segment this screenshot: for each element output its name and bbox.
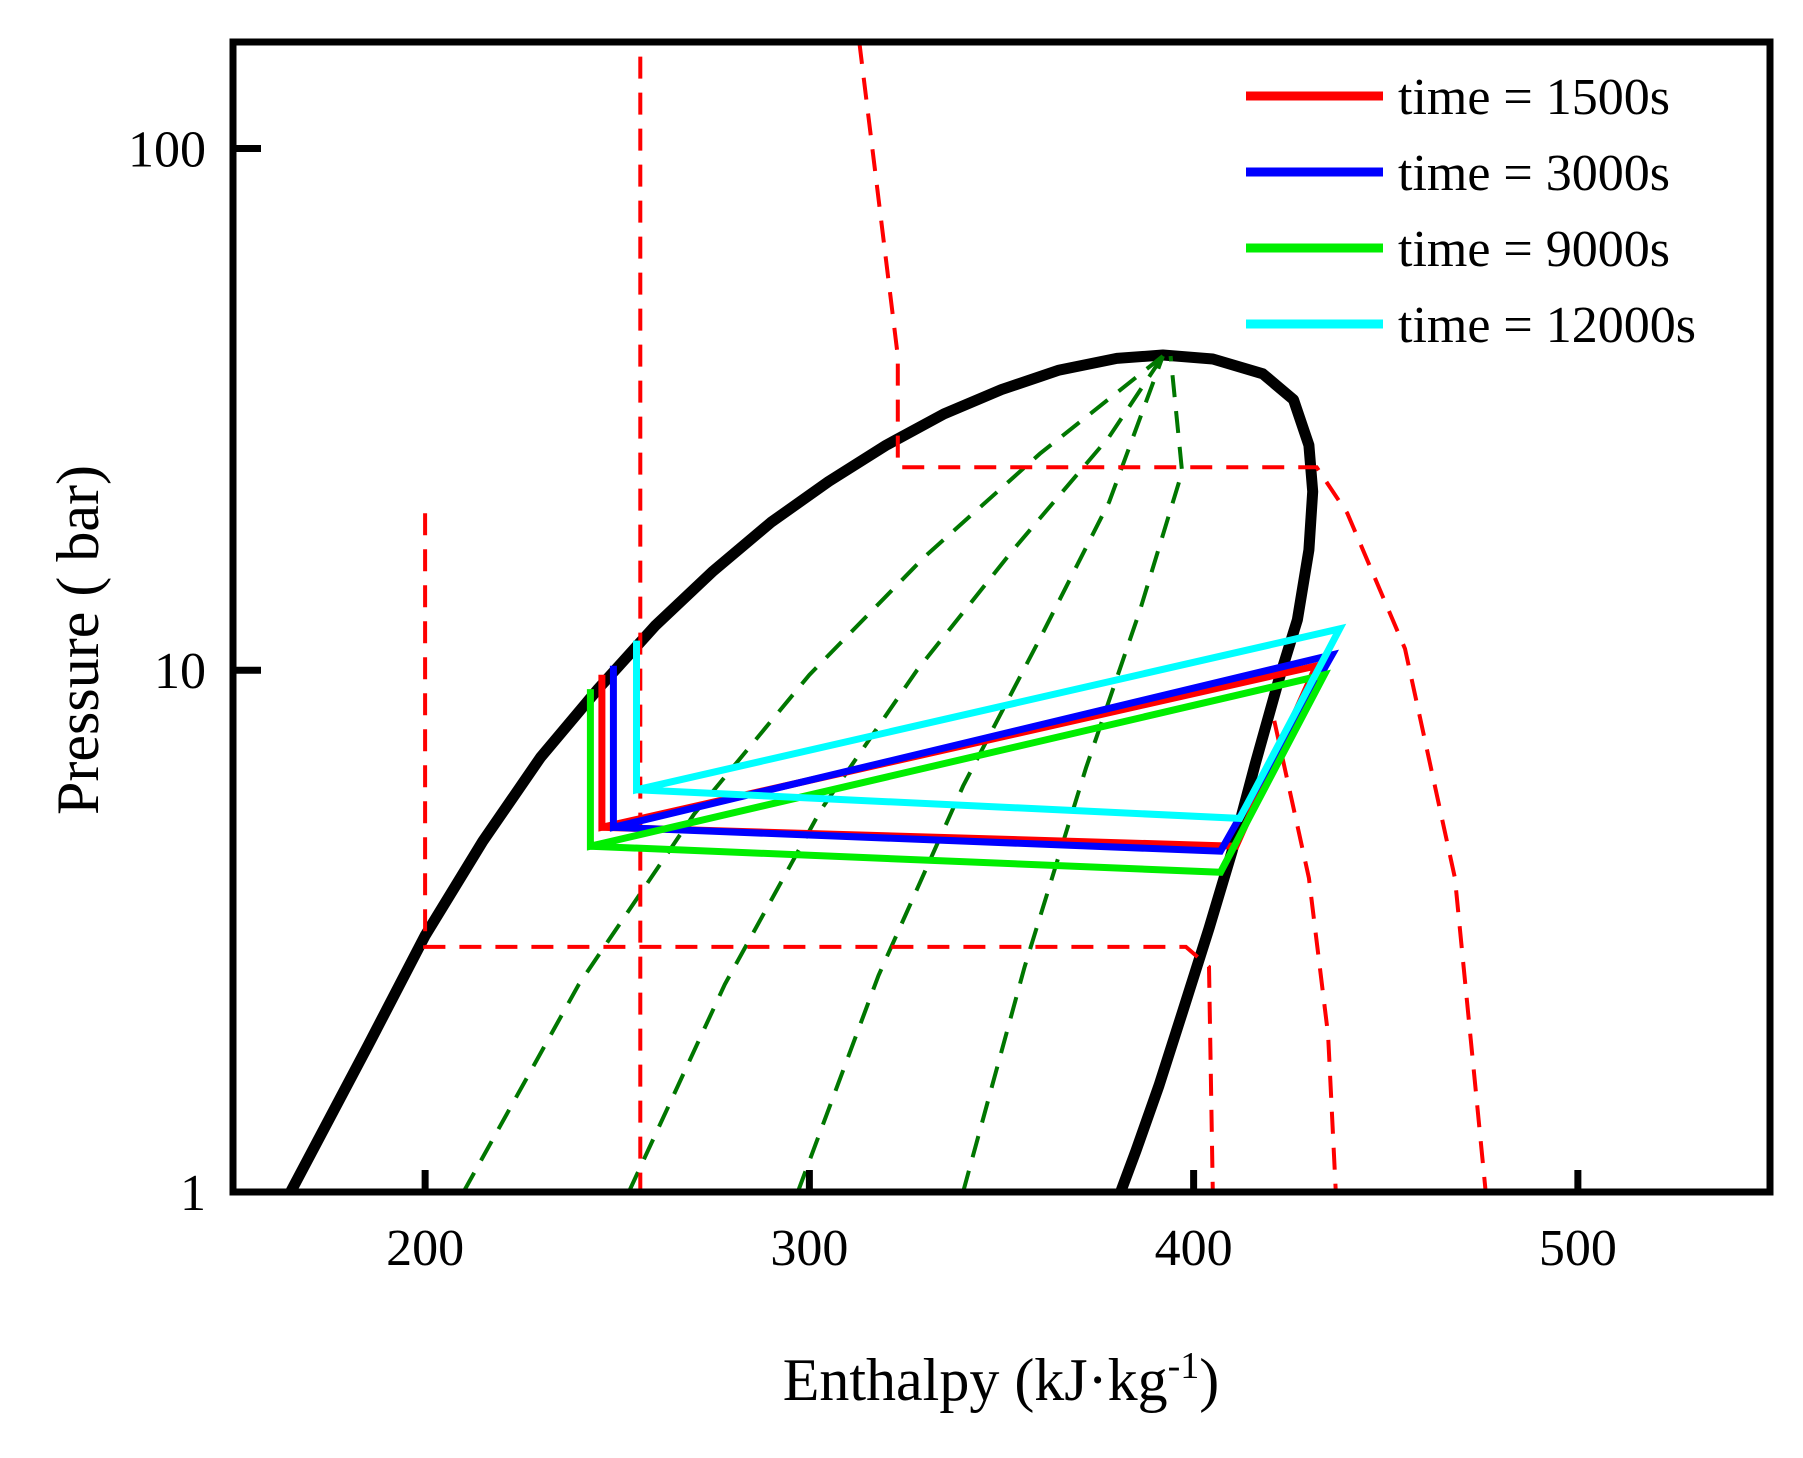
x-tick-label-500: 500 <box>1539 1220 1617 1277</box>
quality-line-2 <box>626 354 1165 1192</box>
legend: time = 1500s time = 3000s time = 9000s time… <box>1246 69 1696 354</box>
plot-content <box>285 42 1488 1192</box>
y-tick-label-10: 10 <box>154 643 206 700</box>
x-tick-label-400: 400 <box>1155 1220 1233 1277</box>
quality-line-1 <box>461 354 1165 1192</box>
x-tick-label-200: 200 <box>386 1220 464 1277</box>
isotherm-line-4 <box>1272 720 1338 1192</box>
saturation-dome-line <box>285 349 1319 1192</box>
legend-label-time-12000s: time = 12000s <box>1398 297 1696 354</box>
legend-label-time-9000s: time = 9000s <box>1398 221 1670 278</box>
y-tick-label-100: 100 <box>128 121 206 178</box>
series-line-time-3000s <box>609 649 1340 855</box>
legend-label-time-1500s: time = 1500s <box>1398 69 1670 126</box>
x-axis-title: Enthalpy (kJ·kg-1) <box>783 1345 1220 1413</box>
y-tick-label-1: 1 <box>180 1165 206 1222</box>
isotherm-line-3 <box>857 42 1488 1192</box>
x-axis-title-main: Enthalpy (kJ·kg <box>783 1347 1168 1413</box>
legend-label-time-3000s: time = 3000s <box>1398 145 1670 202</box>
x-axis-title-superscript: -1 <box>1168 1345 1200 1387</box>
y-axis-title: Pressure ( bar) <box>45 465 111 815</box>
ticks: 200 300 400 500 1 10 100 <box>128 121 1617 1277</box>
isotherm-line-1 <box>423 513 1215 1192</box>
series-line-time-9000s <box>586 669 1331 876</box>
series-line-time-12000s <box>633 623 1347 823</box>
x-tick-label-300: 300 <box>770 1220 848 1277</box>
x-axis-title-close: ) <box>1199 1347 1219 1413</box>
quality-line-4 <box>961 355 1185 1192</box>
axes-frame <box>229 38 1774 1196</box>
quality-line-3 <box>795 355 1165 1192</box>
